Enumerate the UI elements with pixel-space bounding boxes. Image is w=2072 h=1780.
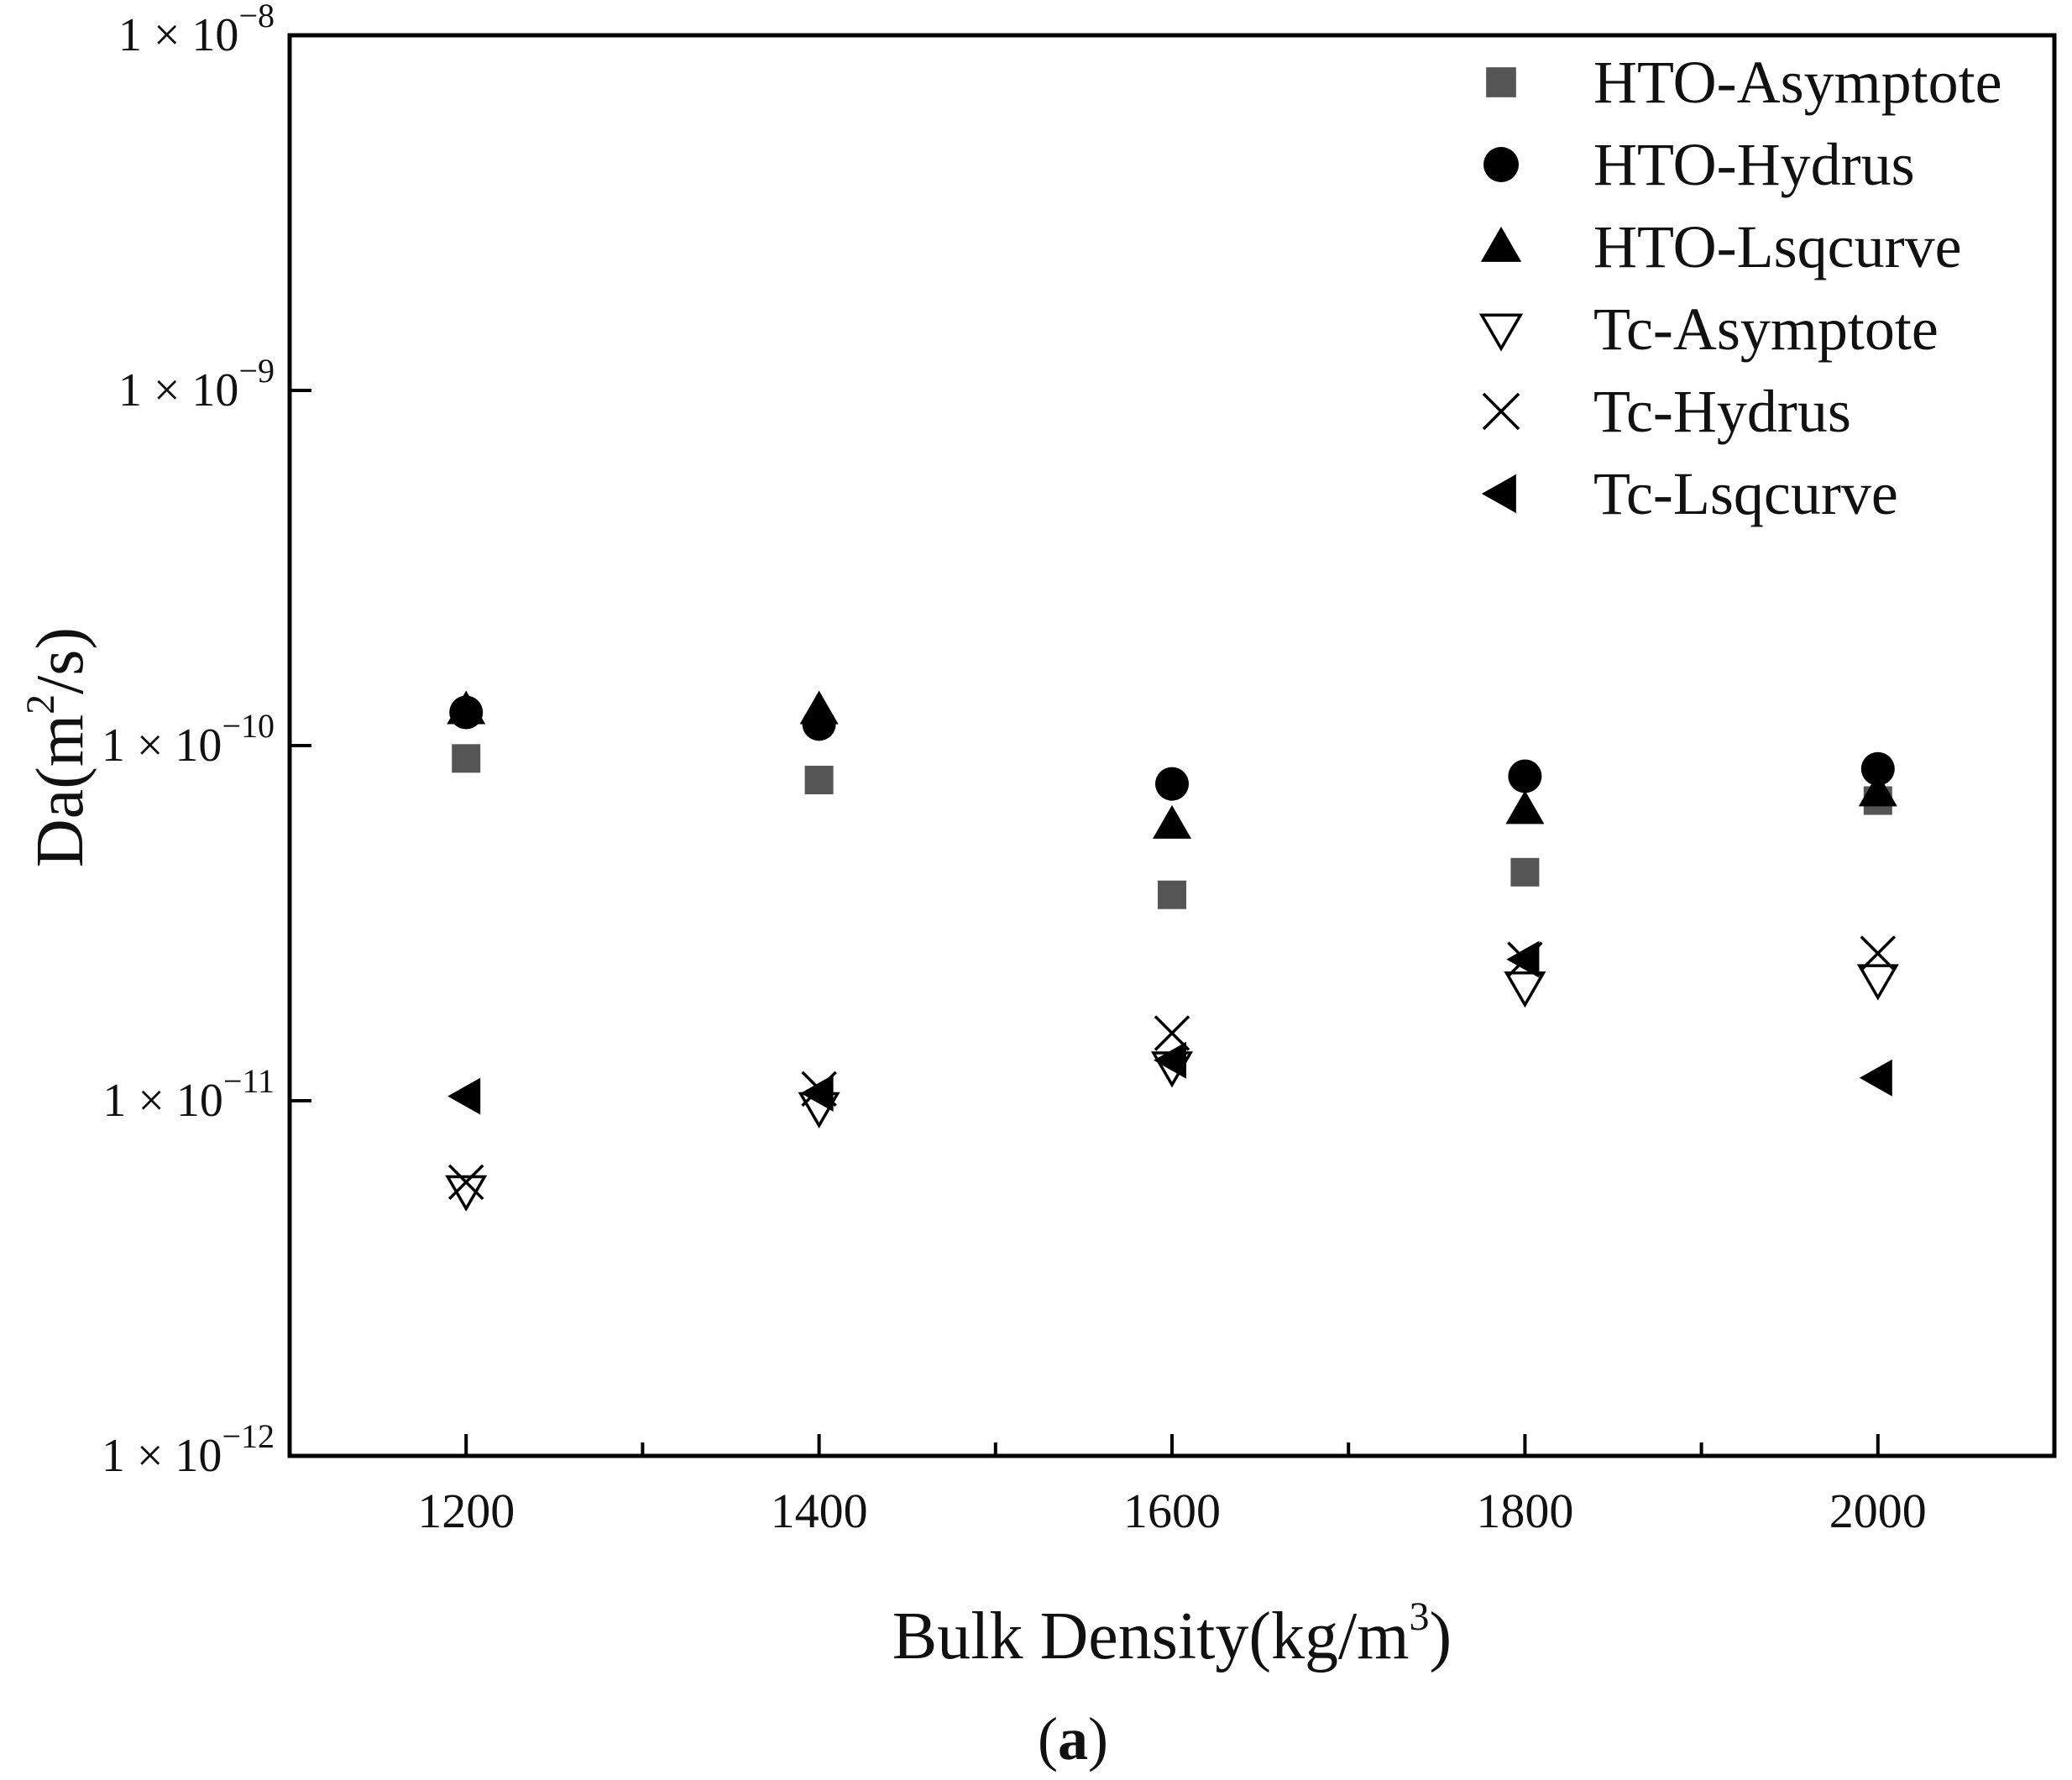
marker-hto-hydrus xyxy=(1508,759,1542,793)
y-tick-label: 1 × 10−10 xyxy=(102,707,275,772)
marker-hto-lsqcurve xyxy=(1858,772,1897,807)
legend-marker xyxy=(1478,313,1524,352)
marker-hto-asymptote xyxy=(1158,880,1186,909)
legend-marker xyxy=(1482,392,1520,431)
y-axis-title: Da(m2/s) xyxy=(18,627,97,867)
x-tick-label: 1400 xyxy=(771,1484,868,1538)
marker-hto-lsqcurve xyxy=(1505,790,1545,825)
y-axis-title-main: Da(m xyxy=(24,715,97,867)
legend-marker xyxy=(1480,226,1522,262)
y-tick-label: 1 × 10−12 xyxy=(102,1417,275,1482)
figure-caption: (a) xyxy=(1038,1705,1108,1772)
legend: HTO-Asymptote HTO-Hydrus HTO-Lsqcurve Tc-As… xyxy=(1478,49,2002,527)
marker-tc-hydrus xyxy=(447,1164,484,1201)
caption-close: ) xyxy=(1088,1705,1108,1772)
legend-marker xyxy=(1481,474,1516,514)
legend-label: HTO-Lsqcurve xyxy=(1593,213,1962,280)
marker-tc-hydrus xyxy=(1860,935,1897,971)
y-axis-ticks: 1 × 10−12 1 × 10−11 1 × 10−10 1 × 10−9 1 × 1… xyxy=(102,0,311,1482)
legend-label: Tc-Hydrus xyxy=(1593,378,1851,445)
caption-open: ( xyxy=(1038,1705,1058,1772)
marker-hto-hydrus xyxy=(1155,767,1189,801)
marker-hto-asymptote xyxy=(1510,857,1540,887)
legend-label: Tc-Asymptote xyxy=(1593,296,1939,363)
marker-hto-lsqcurve xyxy=(799,690,839,725)
marker-hto-lsqcurve xyxy=(447,690,486,725)
y-axis-title-sup: 2 xyxy=(18,694,63,715)
marker-tc-lsqcurve xyxy=(1506,940,1540,978)
x-tick-label: 1800 xyxy=(1476,1484,1573,1538)
y-axis-title-end: /s) xyxy=(24,627,97,694)
marker-tc-asymptote xyxy=(1504,971,1546,1008)
legend-marker xyxy=(1483,147,1519,182)
legend-label: Tc-Lsqcurve xyxy=(1593,460,1898,527)
legend-label: HTO-Asymptote xyxy=(1593,49,2002,116)
legend-marker xyxy=(1486,67,1516,97)
marker-tc-asymptote xyxy=(1856,964,1899,1001)
marker-tc-lsqcurve xyxy=(800,1075,834,1112)
x-axis-ticks: 1200 1400 1600 1800 2000 xyxy=(417,1434,1927,1538)
y-tick-label: 1 × 10−9 xyxy=(118,352,275,416)
x-axis-title-end: ) xyxy=(1429,1599,1452,1673)
marker-tc-lsqcurve xyxy=(1859,1059,1892,1097)
x-axis-title: Bulk Density(kg/m3) xyxy=(892,1594,1452,1673)
marker-tc-lsqcurve xyxy=(447,1077,481,1115)
marker-hto-asymptote xyxy=(452,744,481,773)
marker-hto-lsqcurve xyxy=(1153,804,1191,839)
marker-tc-lsqcurve xyxy=(1154,1041,1186,1079)
caption-letter: a xyxy=(1058,1705,1088,1772)
y-tick-label: 1 × 10−11 xyxy=(102,1062,275,1127)
data-markers xyxy=(445,690,1899,1212)
marker-hto-hydrus xyxy=(1860,751,1895,786)
x-axis-title-main: Bulk Density(kg/m xyxy=(892,1599,1410,1673)
marker-hto-asymptote xyxy=(804,765,834,794)
x-tick-label: 1600 xyxy=(1123,1484,1221,1538)
x-tick-label: 2000 xyxy=(1829,1484,1927,1538)
y-tick-label: 1 × 10−8 xyxy=(118,0,275,61)
legend-label: HTO-Hydrus xyxy=(1593,131,1915,198)
x-tick-label: 1200 xyxy=(417,1484,515,1538)
x-axis-title-sup: 3 xyxy=(1409,1594,1429,1639)
